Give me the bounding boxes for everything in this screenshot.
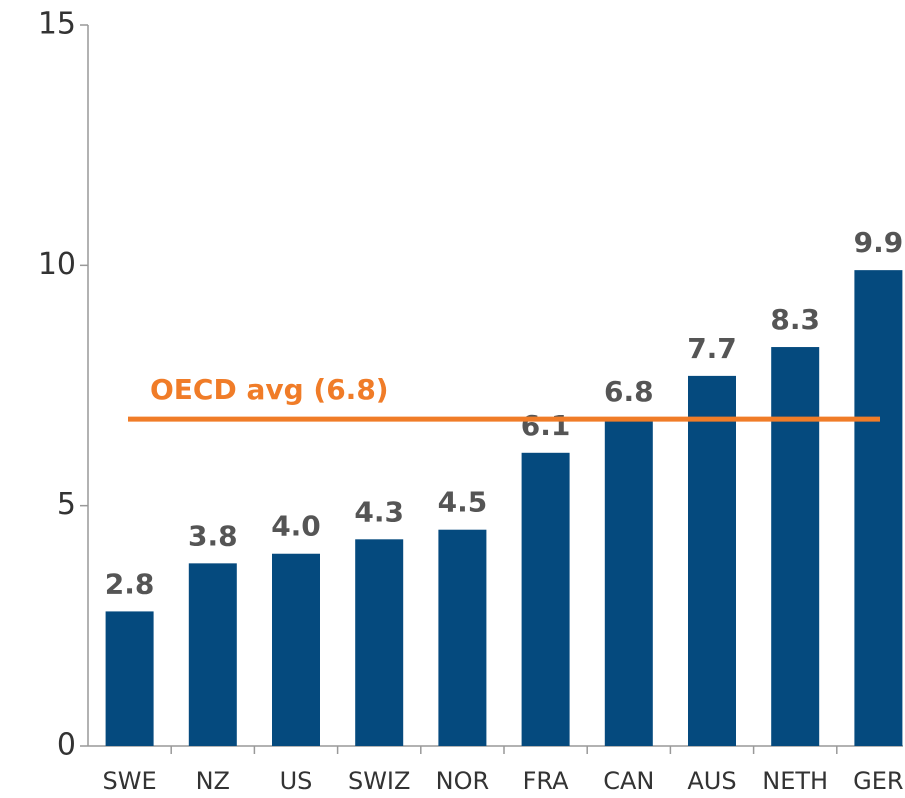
x-tick-label: NETH — [762, 767, 828, 795]
x-tick-label: SWIZ — [348, 767, 410, 795]
bar — [688, 375, 736, 746]
y-tick-label: 0 — [57, 728, 76, 763]
y-tick-label: 10 — [38, 247, 76, 282]
value-label: 3.8 — [188, 519, 238, 552]
value-label: 9.9 — [854, 226, 904, 259]
x-tick-label: GER — [853, 767, 903, 795]
bar — [272, 553, 320, 746]
bar — [188, 563, 237, 746]
value-label: 6.8 — [604, 375, 654, 408]
value-label: 6.1 — [521, 409, 571, 442]
value-label: 4.5 — [438, 486, 488, 519]
value-label: 4.0 — [271, 510, 321, 543]
value-label: 4.3 — [354, 495, 404, 528]
y-tick-label: 15 — [38, 7, 76, 42]
y-tick-label: 5 — [57, 487, 76, 522]
value-label: 7.7 — [687, 332, 737, 365]
x-tick-label: NZ — [196, 767, 230, 795]
bar — [771, 347, 820, 746]
x-tick-label: US — [280, 767, 313, 795]
x-tick-label: AUS — [687, 767, 736, 795]
x-tick-label: FRA — [523, 767, 570, 795]
value-label: 8.3 — [770, 303, 820, 336]
bar — [604, 419, 653, 746]
bar — [105, 611, 154, 746]
x-tick-label: SWE — [103, 767, 157, 795]
x-tick-label: NOR — [436, 767, 490, 795]
bar — [854, 270, 903, 746]
bar — [521, 452, 570, 746]
x-tick-label: CAN — [603, 767, 654, 795]
bar — [438, 529, 487, 746]
value-label: 2.8 — [105, 567, 155, 600]
reference-label: OECD avg (6.8) — [150, 373, 389, 406]
bar — [355, 539, 404, 746]
